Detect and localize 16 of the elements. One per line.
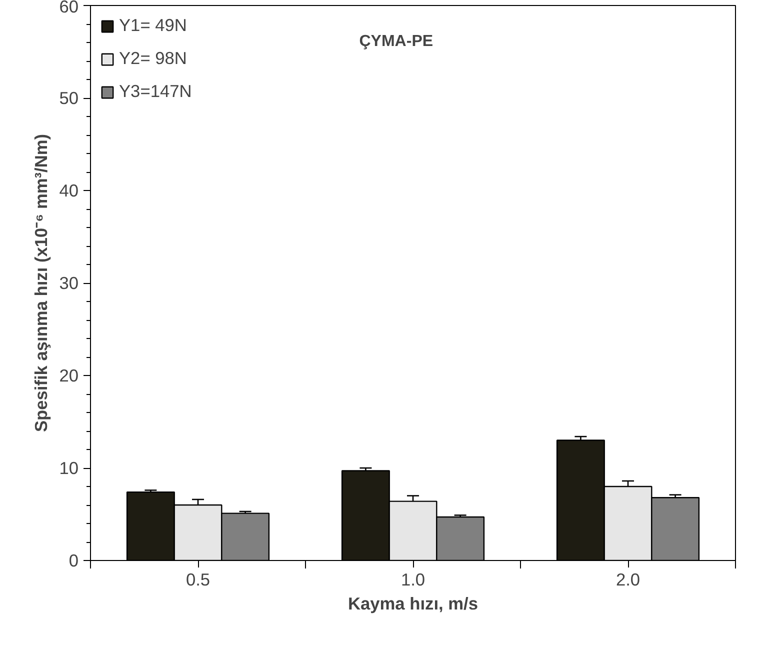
y-tick-label: 50 (59, 88, 79, 108)
x-tick-label: 0.5 (186, 570, 210, 590)
x-tick-label: 2.0 (616, 570, 640, 590)
y-axis-title: Spesifik aşınma hızı (x10⁻⁶ mm³/Nm) (31, 134, 52, 432)
text: ÇYMA-PE (359, 33, 434, 50)
x-tick-label: 1.0 (400, 570, 426, 590)
y-tick-label: 60 (59, 0, 79, 16)
y-tick-label: 40 (59, 180, 79, 200)
y-tick-label: 10 (59, 458, 79, 478)
legend-label: Y1= 49N (119, 15, 187, 36)
y-tick-label: 0 (68, 550, 79, 570)
x-axis-title: Kayma hızı, m/s (348, 594, 478, 614)
y-tick-label: 20 (59, 366, 79, 386)
legend-label: Y3=147N (119, 81, 192, 102)
legend-label: Y2= 98N (119, 48, 187, 69)
y-tick-label: 30 (59, 273, 79, 293)
